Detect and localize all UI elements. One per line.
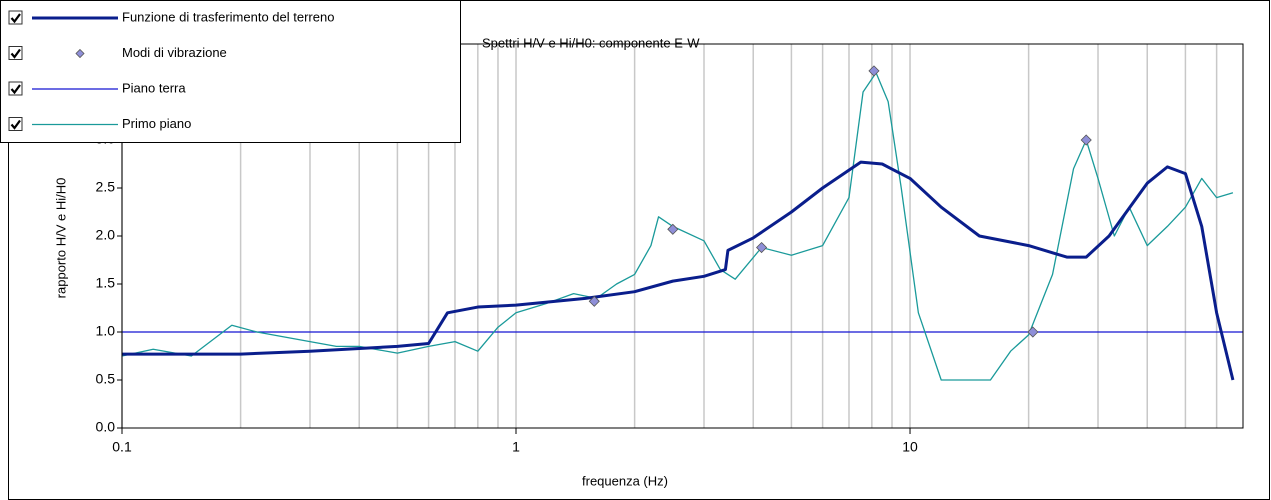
x-axis-label: frequenza (Hz) bbox=[582, 473, 668, 488]
mode-marker bbox=[667, 223, 679, 235]
y-axis-label: rapporto H/V e Hi/H0 bbox=[53, 178, 68, 299]
legend-check bbox=[10, 119, 21, 130]
y-tick-label: 2.5 bbox=[96, 179, 116, 195]
legend-label: Primo piano bbox=[122, 116, 191, 131]
y-tick-label: 1.5 bbox=[96, 275, 116, 291]
legend-label: Modi di vibrazione bbox=[122, 45, 227, 60]
mode-marker bbox=[868, 65, 880, 77]
legend-check bbox=[10, 13, 21, 24]
chart-title: Spettri H/V e Hi/H0: componente E-W bbox=[482, 35, 700, 50]
legend-label: Funzione di trasferimento del terreno bbox=[122, 9, 334, 24]
y-tick-label: 0.0 bbox=[96, 419, 116, 435]
marks bbox=[121, 65, 1243, 381]
x-tick-label: 0.1 bbox=[112, 439, 132, 455]
legend-checkbox[interactable] bbox=[8, 46, 23, 60]
x-tick-label: 1 bbox=[512, 439, 520, 455]
legend-check bbox=[10, 48, 21, 59]
y-tick-label: 0.5 bbox=[96, 371, 116, 387]
legend-swatch bbox=[75, 48, 85, 59]
mode-marker bbox=[588, 295, 600, 307]
legend-checkbox[interactable] bbox=[8, 10, 23, 25]
legend-check bbox=[10, 84, 21, 95]
legend-box bbox=[0, 0, 461, 143]
mode-marker bbox=[756, 241, 768, 254]
y-tick-label: 2.0 bbox=[96, 227, 116, 243]
legend-label: Piano terra bbox=[122, 80, 186, 95]
legend: Funzione di trasferimento del terreno Mod… bbox=[0, 0, 461, 143]
x-tick-label: 10 bbox=[902, 439, 918, 455]
legend-checkbox[interactable] bbox=[8, 81, 23, 96]
series-line bbox=[122, 160, 1235, 381]
mode-marker bbox=[1027, 326, 1039, 338]
y-tick-label: 1.0 bbox=[96, 323, 116, 339]
grid bbox=[121, 44, 1218, 428]
legend-checkbox[interactable] bbox=[8, 117, 23, 131]
mode-marker bbox=[1080, 134, 1092, 146]
